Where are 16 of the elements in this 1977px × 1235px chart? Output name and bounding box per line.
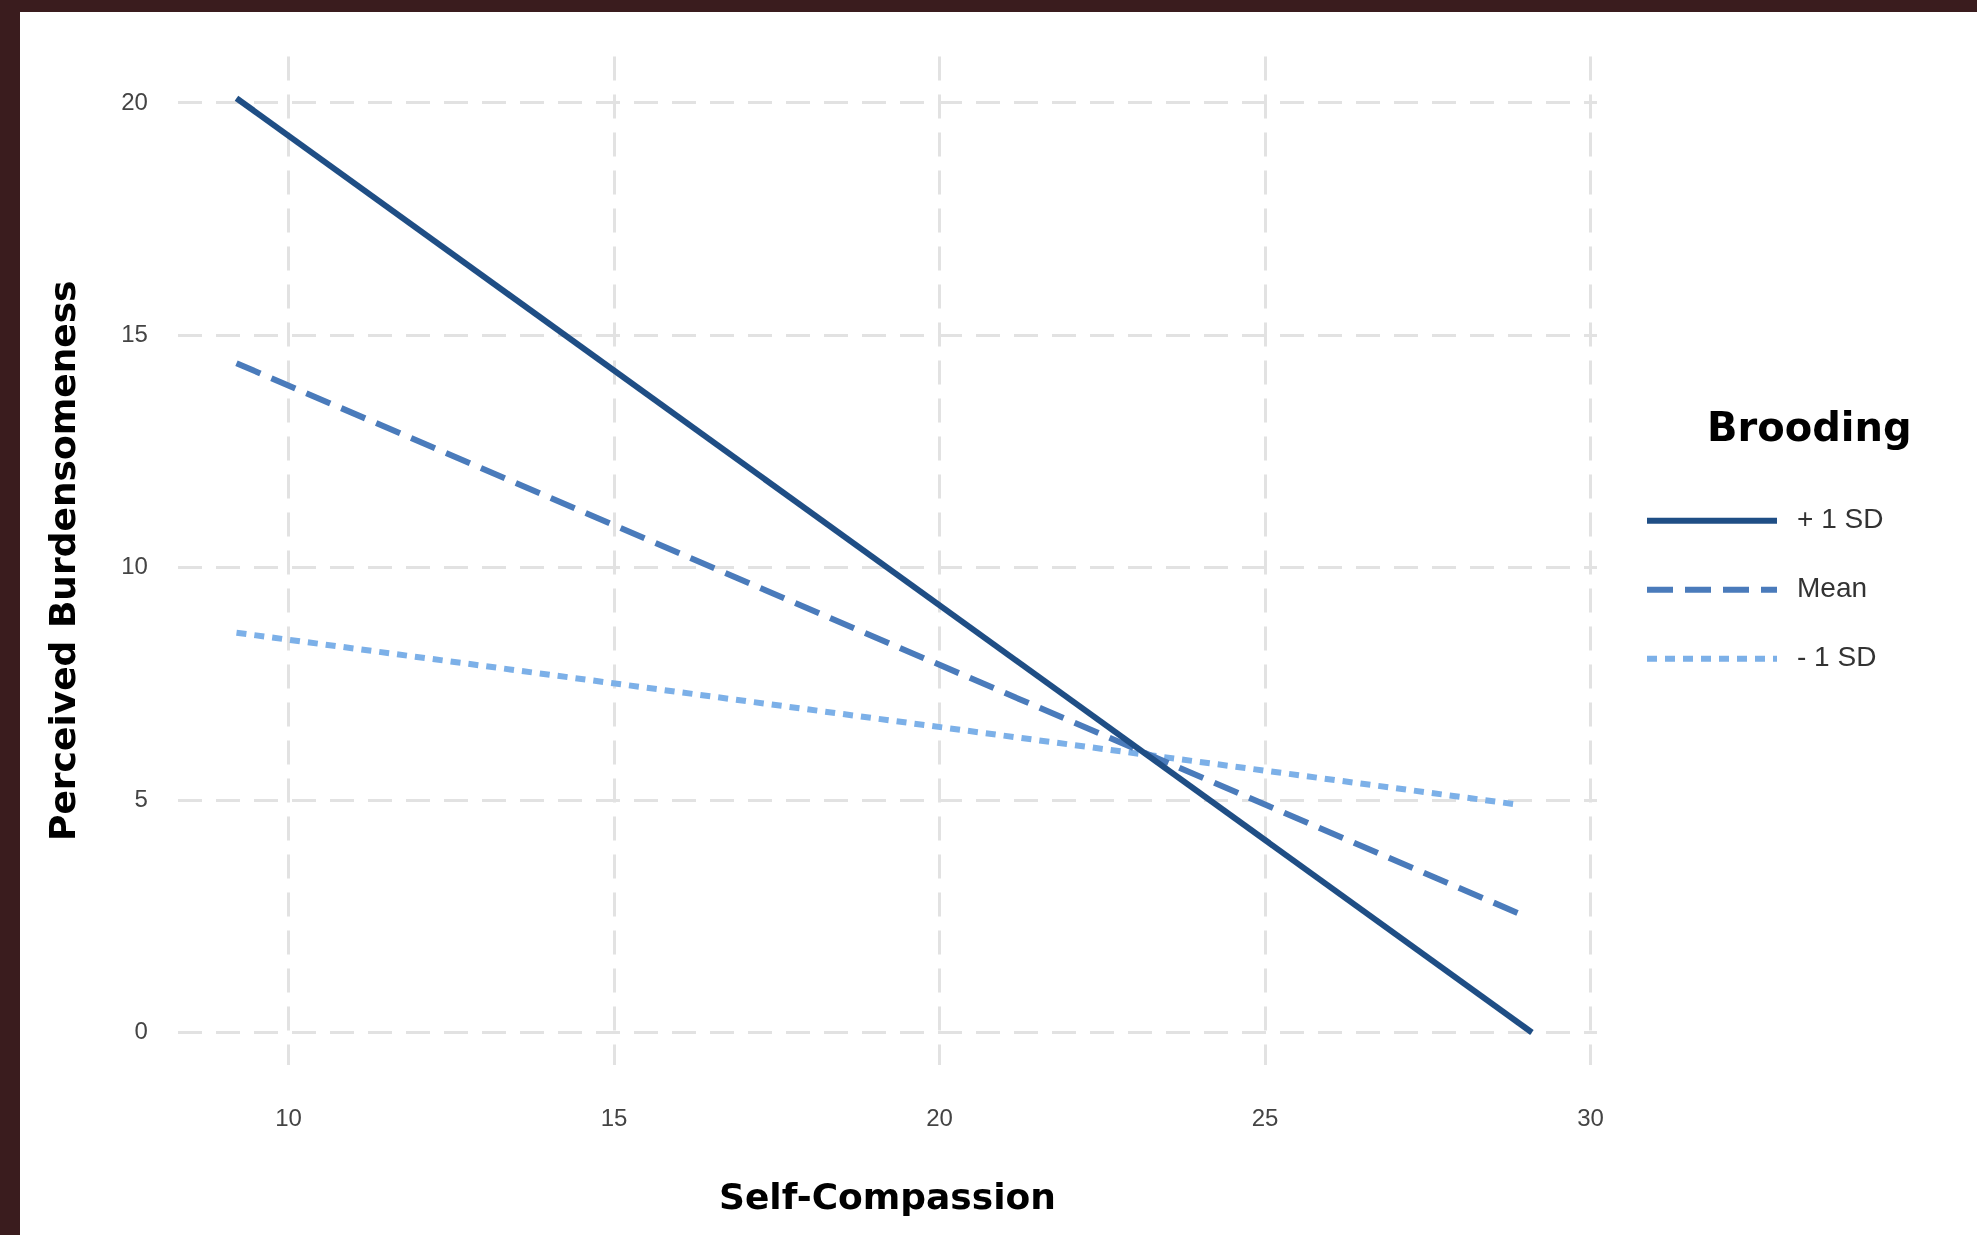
y-axis-title: Perceived Burdensomeness (41, 280, 83, 841)
y-tick-label: 15 (121, 319, 148, 347)
legend-title: Brooding (1707, 404, 1912, 451)
y-tick-label: 10 (121, 552, 148, 580)
x-tick-label: 20 (926, 1104, 953, 1132)
y-tick-label: 5 (134, 784, 148, 812)
legend-label: + 1 SD (1797, 503, 1884, 535)
y-tick-label: 0 (134, 1017, 148, 1045)
legend-label: - 1 SD (1797, 641, 1877, 673)
legend-label: Mean (1797, 572, 1868, 604)
y-tick-label: 20 (121, 87, 148, 115)
x-tick-label: 25 (1251, 1104, 1279, 1132)
x-axis-title: Self-Compassion (718, 1175, 1056, 1217)
x-tick-label: 30 (1577, 1104, 1604, 1132)
x-tick-label: 15 (600, 1104, 628, 1132)
x-tick-label: 10 (275, 1104, 302, 1132)
